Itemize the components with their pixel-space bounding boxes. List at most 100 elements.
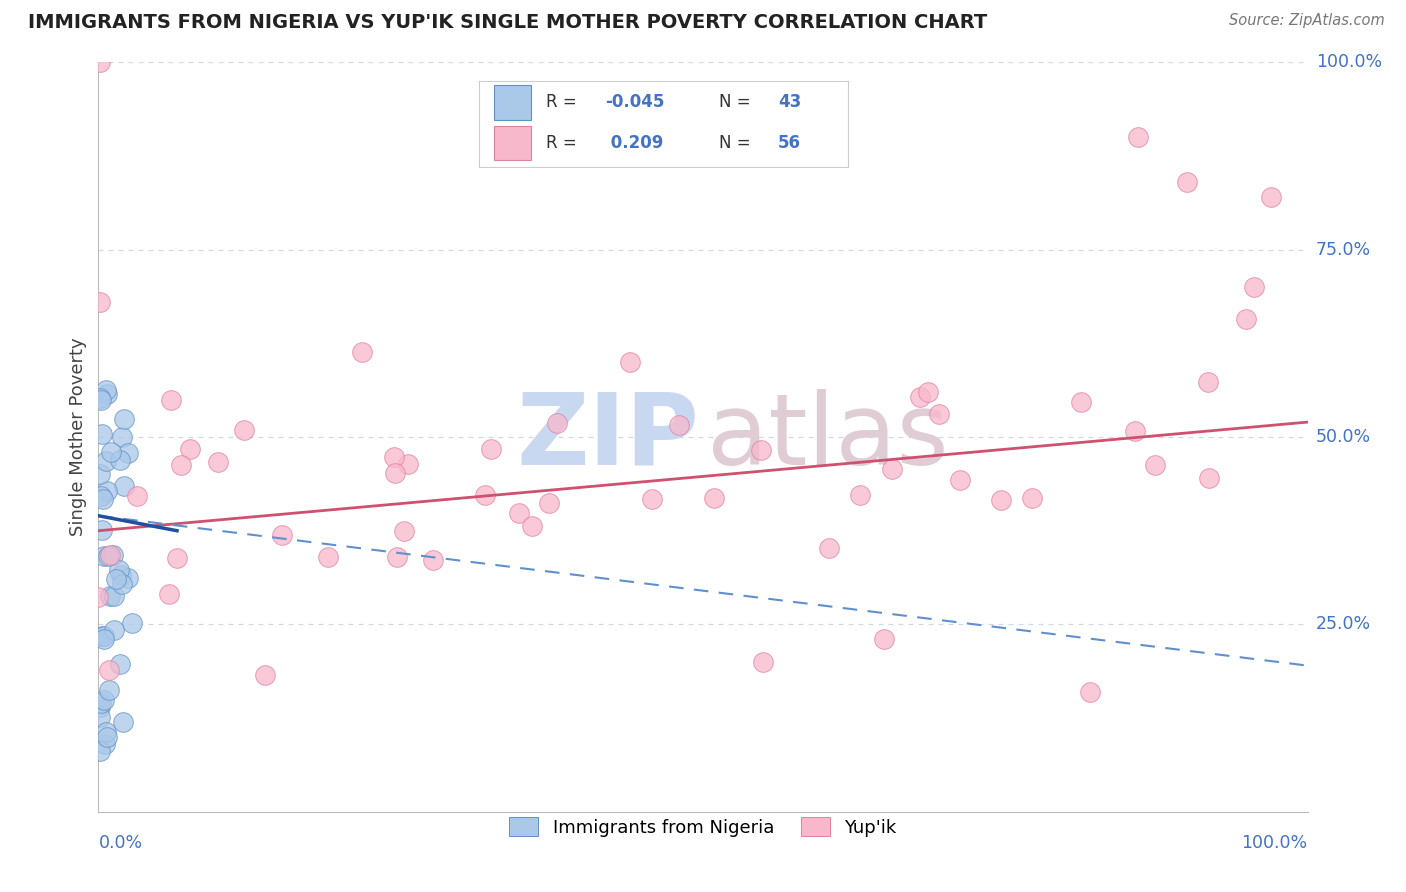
Point [112,412,135,426]
Point [232,423,254,437]
Point [1197,375,1219,389]
Point [385,550,408,565]
Point [160,392,183,407]
Point [641,492,664,507]
Point [100,445,122,459]
Point [94,737,117,751]
Text: IMMIGRANTS FROM NIGERIA VS YUP'IK SINGLE MOTHER POVERTY CORRELATION CHART: IMMIGRANTS FROM NIGERIA VS YUP'IK SINGLE… [28,13,987,32]
Point [169,458,191,472]
Text: Source: ZipAtlas.com: Source: ZipAtlas.com [1229,13,1385,29]
Point [97,549,120,563]
Text: 25.0%: 25.0% [1316,615,1371,633]
Point [668,418,690,433]
Point [873,632,896,647]
Point [1128,130,1150,145]
Point [1234,312,1257,326]
Text: 50.0%: 50.0% [1316,428,1371,446]
Point [157,587,180,601]
Point [91,629,114,643]
Point [89,295,111,310]
Point [91,426,114,441]
Point [382,450,405,465]
Point [125,490,148,504]
Point [108,453,131,467]
Point [1175,175,1198,189]
Text: 100.0%: 100.0% [1316,54,1382,71]
Point [96,384,118,398]
Point [98,548,121,562]
Point [89,55,111,70]
Point [166,551,188,566]
Point [93,549,115,563]
Point [91,523,114,537]
Point [96,483,118,498]
Point [90,696,112,710]
Point [89,391,111,405]
Point [396,457,419,471]
Point [1123,424,1146,438]
Text: ZIP: ZIP [516,389,699,485]
Point [103,549,125,563]
Point [103,624,125,638]
Point [89,467,111,481]
Point [619,355,641,369]
Point [98,682,121,697]
Point [96,387,118,401]
Point [271,528,294,542]
Point [98,590,121,604]
Point [949,473,972,487]
Text: 0.0%: 0.0% [98,834,142,852]
Point [254,668,277,682]
Point [90,489,112,503]
Point [110,567,132,582]
Point [111,577,134,591]
Point [928,407,950,421]
Text: 100.0%: 100.0% [1241,834,1308,852]
Point [117,446,139,460]
Point [89,744,111,758]
Point [910,390,932,404]
Point [508,506,530,520]
Point [384,467,406,481]
Point [94,724,117,739]
Point [538,495,561,509]
Point [990,492,1012,507]
Point [917,385,939,400]
Point [1243,280,1265,294]
Point [1070,394,1092,409]
Point [316,549,339,564]
Point [91,491,114,506]
Text: atlas: atlas [707,389,948,485]
Point [520,519,543,533]
Point [93,632,115,647]
Point [474,488,496,502]
Point [752,655,775,669]
Point [93,629,115,643]
Point [849,488,872,502]
Point [394,524,416,538]
Point [1078,685,1101,699]
Point [207,455,229,469]
Point [96,454,118,468]
Point [1021,491,1043,505]
Point [882,462,904,476]
Point [108,657,131,671]
Point [112,479,135,493]
Point [818,541,841,555]
Point [546,417,568,431]
Point [89,710,111,724]
Point [97,663,120,677]
Y-axis label: Single Mother Poverty: Single Mother Poverty [69,338,87,536]
Point [96,730,118,744]
Point [422,553,444,567]
Point [703,491,725,505]
Point [179,442,201,457]
Point [350,344,373,359]
Legend: Immigrants from Nigeria, Yup'ik: Immigrants from Nigeria, Yup'ik [502,810,904,844]
Point [1260,190,1282,204]
Point [1143,458,1166,472]
Point [111,429,134,443]
Point [121,616,143,631]
Point [103,590,125,604]
Point [104,572,127,586]
